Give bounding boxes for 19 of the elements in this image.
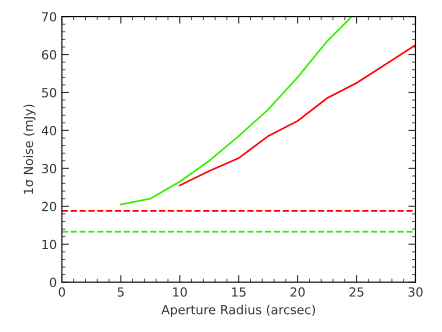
x-tick-label: 25 [350,287,364,297]
y-tick-label: 0 [50,278,56,288]
x-tick-label: 0 [58,287,66,297]
y-tick-label: 50 [42,88,56,98]
x-tick-label: 5 [118,287,124,297]
x-axis-title: Aperture Radius (arcsec) [161,304,315,317]
x-tick-label: 20 [290,287,305,297]
line-series [120,16,353,206]
y-axis-title: 1σ Noise (mJy) [23,104,36,194]
x-tick-label: 15 [232,287,246,297]
y-tick-label: 30 [42,164,56,174]
x-tick-label: 10 [173,287,187,297]
y-tick-label: 10 [42,240,56,250]
y-tick-label: 40 [42,126,56,136]
y-tick-label: 70 [42,12,56,22]
y-tick-label: 20 [42,202,56,212]
y-tick-label: 60 [42,50,56,60]
line-series [178,44,416,186]
x-tick-label: 30 [408,287,423,297]
